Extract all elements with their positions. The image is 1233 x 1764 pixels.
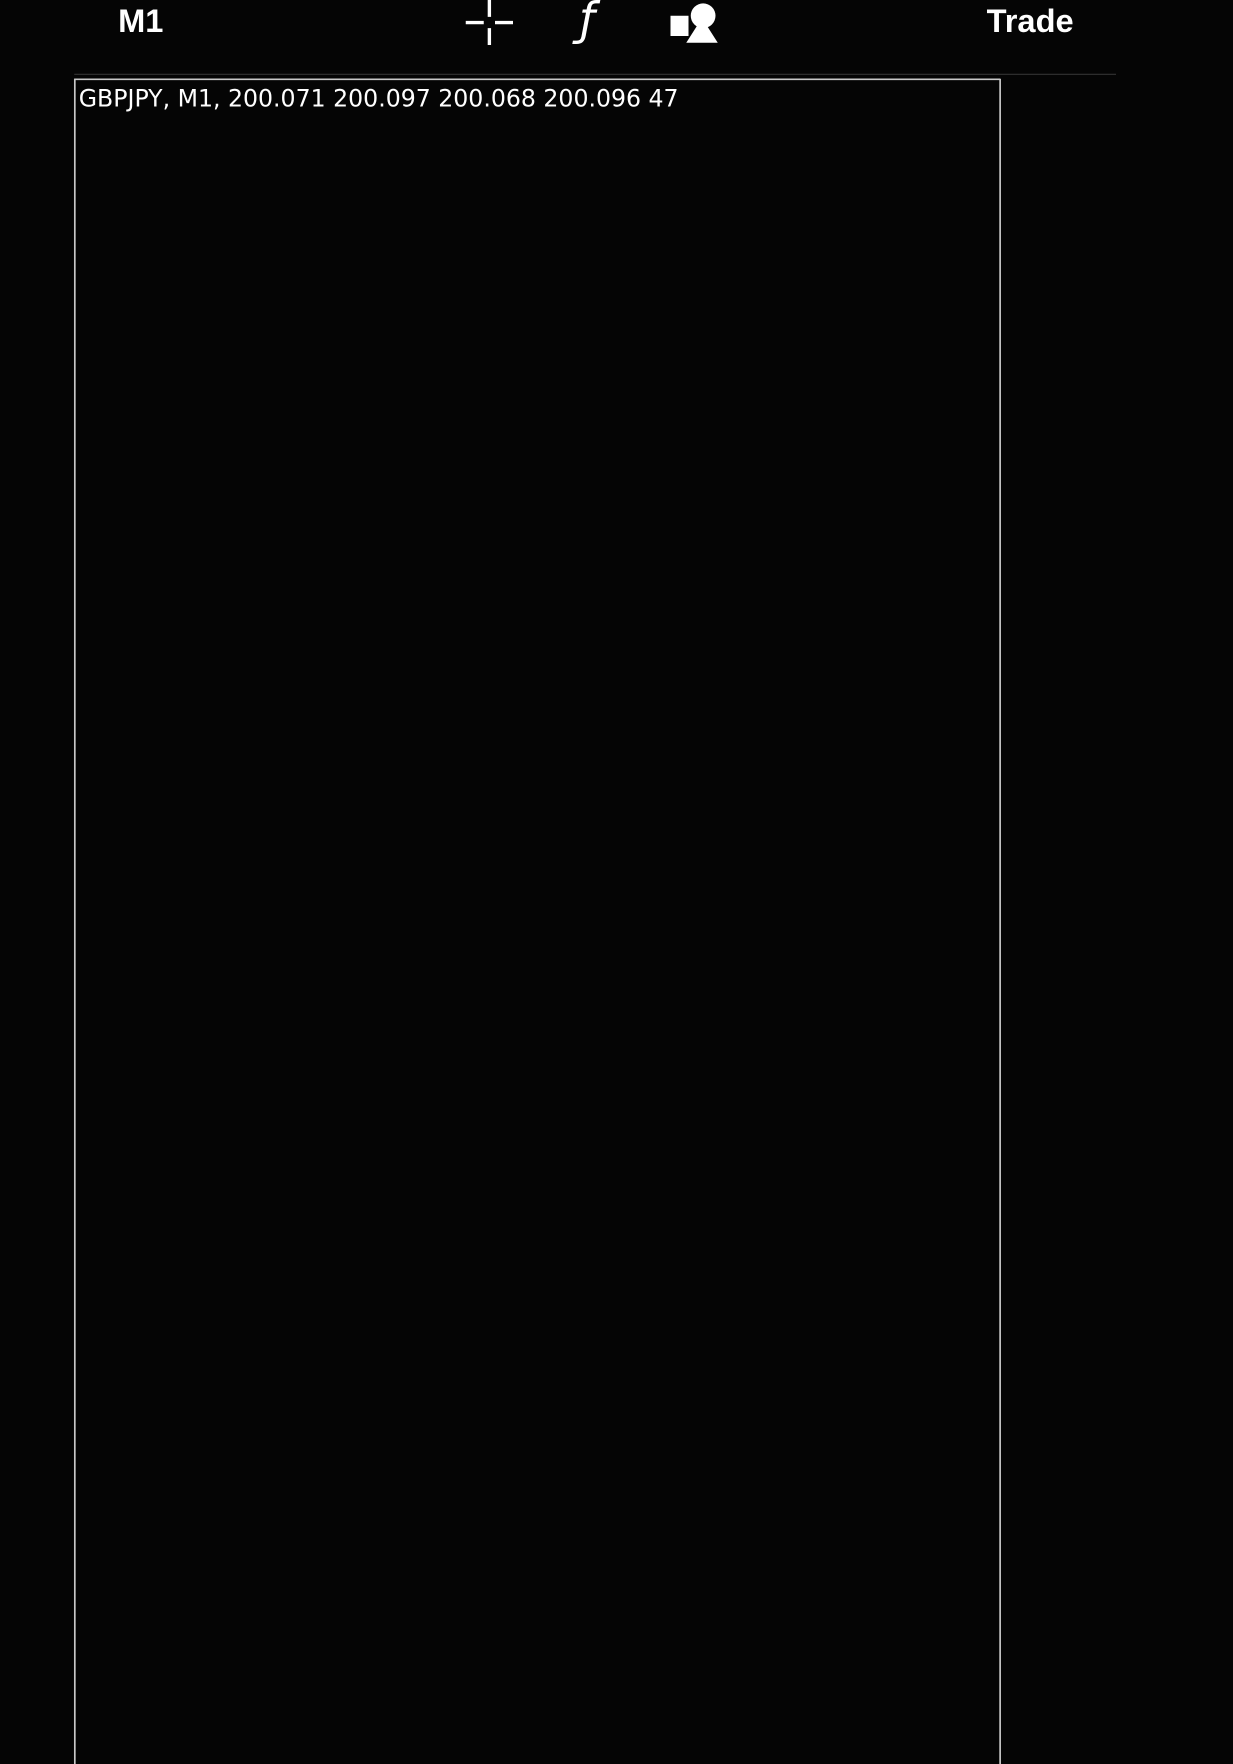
timeframe-button[interactable]: M1	[118, 2, 163, 39]
crosshair-icon[interactable]	[465, 0, 513, 45]
trade-button[interactable]: Trade	[987, 2, 1074, 39]
chart-header: GBPJPY, M1, 200.071 200.097 200.068 200.…	[79, 85, 679, 113]
objects-icon[interactable]	[670, 3, 718, 43]
